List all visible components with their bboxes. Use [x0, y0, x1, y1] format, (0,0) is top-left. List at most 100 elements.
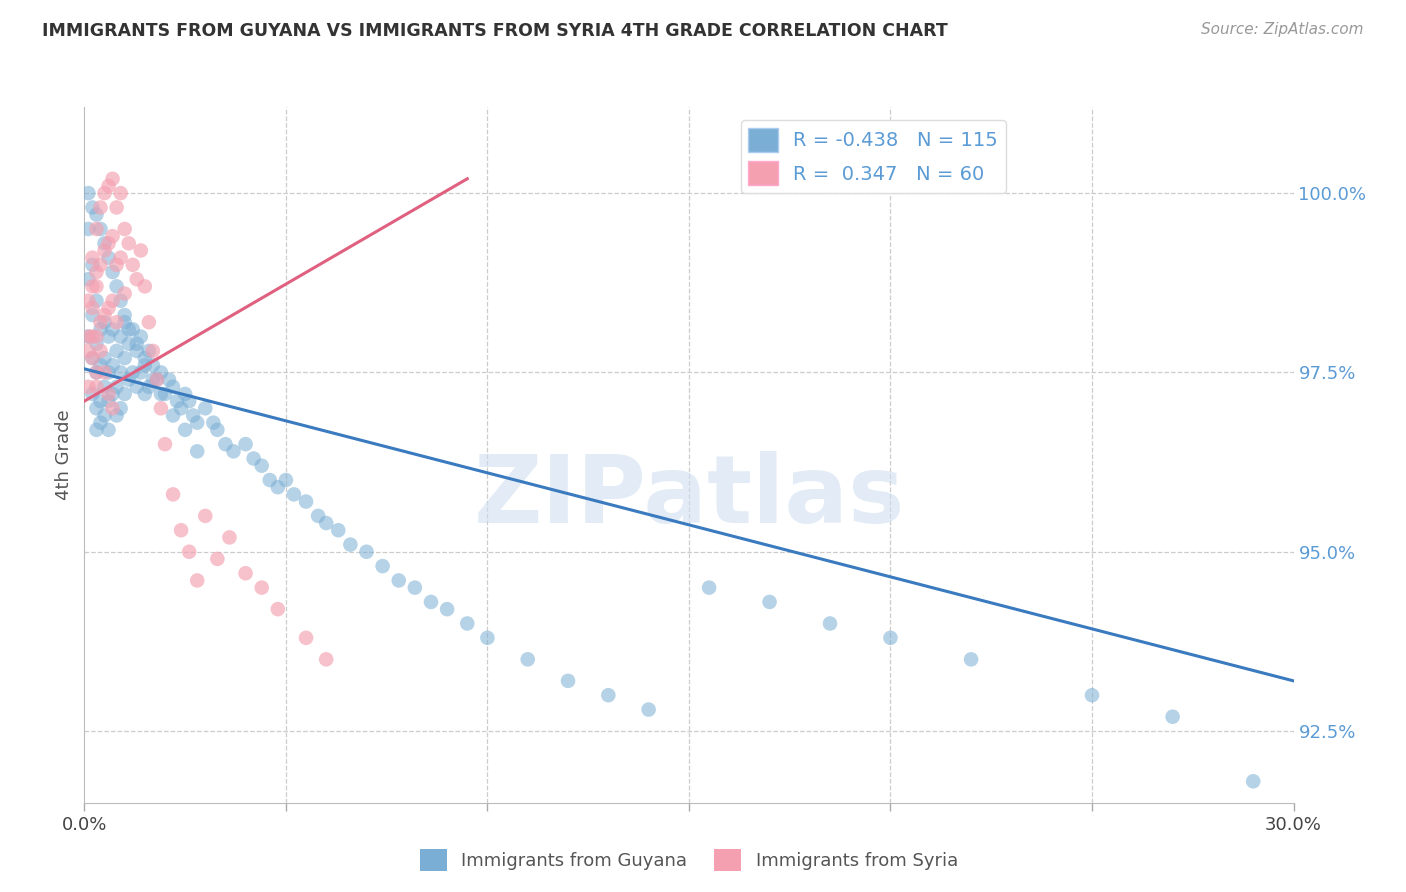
Point — [97, 251, 120, 265]
Point — [82, 351, 104, 365]
Point — [170, 401, 193, 416]
Point — [105, 380, 128, 394]
Point — [207, 423, 229, 437]
Point — [110, 366, 132, 380]
Point — [315, 516, 337, 530]
Point — [194, 508, 217, 523]
Point — [101, 322, 124, 336]
Point — [125, 343, 148, 358]
Point — [166, 394, 188, 409]
Point — [97, 236, 120, 251]
Text: IMMIGRANTS FROM GUYANA VS IMMIGRANTS FROM SYRIA 4TH GRADE CORRELATION CHART: IMMIGRANTS FROM GUYANA VS IMMIGRANTS FRO… — [42, 22, 948, 40]
Point — [153, 387, 176, 401]
Point — [218, 530, 240, 544]
Point — [1081, 688, 1104, 702]
Point — [598, 688, 620, 702]
Point — [114, 315, 136, 329]
Point — [174, 387, 197, 401]
Point — [86, 366, 108, 380]
Point — [86, 279, 108, 293]
Point — [77, 380, 100, 394]
Point — [97, 387, 120, 401]
Point — [86, 329, 108, 343]
Point — [86, 336, 108, 351]
Point — [162, 487, 184, 501]
Point — [125, 272, 148, 286]
Point — [82, 351, 104, 365]
Point — [637, 702, 659, 716]
Point — [77, 293, 100, 308]
Point — [82, 201, 104, 215]
Point — [114, 351, 136, 365]
Point — [356, 545, 378, 559]
Point — [134, 358, 156, 372]
Point — [129, 329, 152, 343]
Point — [146, 373, 169, 387]
Point — [77, 329, 100, 343]
Point — [134, 387, 156, 401]
Point — [110, 401, 132, 416]
Point — [697, 581, 720, 595]
Point — [149, 387, 172, 401]
Point — [153, 437, 176, 451]
Point — [77, 272, 100, 286]
Point — [436, 602, 458, 616]
Point — [222, 444, 245, 458]
Point — [86, 208, 108, 222]
Point — [110, 251, 132, 265]
Point — [758, 595, 780, 609]
Point — [82, 258, 104, 272]
Point — [274, 473, 297, 487]
Point — [170, 523, 193, 537]
Point — [93, 308, 115, 322]
Point — [97, 329, 120, 343]
Point — [82, 308, 104, 322]
Point — [242, 451, 264, 466]
Point — [142, 358, 165, 372]
Text: ZIPatlas: ZIPatlas — [474, 450, 904, 542]
Point — [101, 171, 124, 186]
Point — [1161, 710, 1184, 724]
Point — [89, 222, 111, 236]
Point — [105, 343, 128, 358]
Point — [86, 293, 108, 308]
Point — [194, 401, 217, 416]
Point — [138, 380, 160, 394]
Point — [93, 244, 115, 258]
Point — [93, 315, 115, 329]
Point — [118, 322, 141, 336]
Point — [77, 329, 100, 343]
Point — [818, 616, 841, 631]
Point — [101, 265, 124, 279]
Point — [960, 652, 983, 666]
Point — [142, 373, 165, 387]
Point — [82, 387, 104, 401]
Point — [267, 480, 290, 494]
Point — [89, 358, 111, 372]
Point — [86, 423, 108, 437]
Point — [214, 437, 236, 451]
Point — [93, 236, 115, 251]
Point — [250, 581, 273, 595]
Point — [121, 258, 143, 272]
Point — [86, 366, 108, 380]
Point — [97, 366, 120, 380]
Point — [388, 574, 411, 588]
Point — [121, 366, 143, 380]
Point — [125, 336, 148, 351]
Point — [207, 552, 229, 566]
Point — [339, 538, 361, 552]
Y-axis label: 4th Grade: 4th Grade — [55, 409, 73, 500]
Point — [105, 258, 128, 272]
Point — [105, 279, 128, 293]
Point — [86, 222, 108, 236]
Point — [149, 401, 172, 416]
Point — [86, 265, 108, 279]
Point — [97, 394, 120, 409]
Point — [477, 631, 499, 645]
Point — [295, 631, 318, 645]
Point — [202, 416, 225, 430]
Point — [82, 329, 104, 343]
Point — [89, 322, 111, 336]
Point — [77, 343, 100, 358]
